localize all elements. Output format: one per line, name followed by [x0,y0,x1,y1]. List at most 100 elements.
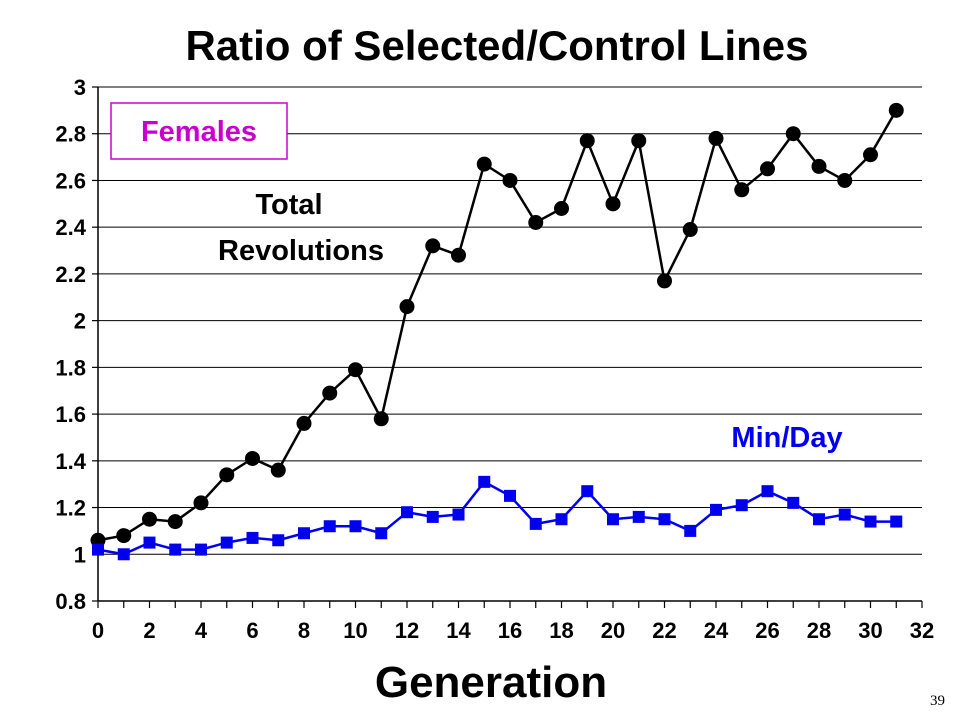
chart-title: Ratio of Selected/Control Lines [185,22,808,69]
data-point [708,130,724,146]
data-point [631,133,647,149]
x-axis-label: Generation [375,658,607,707]
x-tick-label: 6 [246,618,258,643]
data-point [270,462,286,478]
x-tick-label: 10 [343,618,367,643]
data-point [811,158,827,174]
x-tick-label: 22 [652,618,676,643]
y-tick-label: 2.4 [55,215,86,240]
legend-box-border [110,102,288,160]
data-point [476,156,492,172]
data-point [401,506,413,519]
data-point [478,475,491,488]
y-tick-label: 2.8 [55,122,86,147]
data-point [452,508,465,521]
data-point [323,520,336,533]
data-point [219,467,235,483]
data-point [890,515,903,528]
data-point [348,362,363,378]
data-point [529,517,542,530]
series [90,102,904,561]
x-tick-label: 32 [910,618,934,643]
data-point [528,215,544,231]
data-point [579,133,595,149]
data-point [451,247,466,263]
x-tick-label: 16 [498,618,522,643]
y-tick-label: 2.6 [55,168,86,193]
y-tick-label: 3 [74,75,86,100]
data-point [837,172,853,188]
data-point [864,515,877,528]
data-point [657,273,672,289]
data-point [554,200,569,216]
data-point [607,513,619,526]
y-tick-labels: 0.8 1 1.2 1.4 1.6 1.8 2 2.2 2.4 2.6 2.8 3 [55,75,86,614]
series-line-min-day [97,480,897,556]
y-tick-label: 2 [74,309,86,334]
data-point [682,222,698,238]
data-point [349,520,362,533]
legend-box-label: Females [141,116,257,148]
series-min-day [92,475,903,561]
y-tick-label: 0.8 [55,589,86,614]
data-point [760,161,775,177]
data-point [735,499,748,512]
data-point [863,147,878,163]
series-line-total-revolutions [97,109,898,542]
data-point [605,196,621,212]
x-tick-label: 26 [755,618,779,643]
y-tick-label: 1.8 [55,355,86,380]
data-point [298,527,310,540]
x-tick-label: 8 [298,618,310,643]
x-tick-label: 28 [807,618,831,643]
data-point [142,511,157,527]
x-tick-label: 24 [704,618,729,643]
data-point [710,503,722,516]
x-tick-label: 20 [601,618,625,643]
data-point [373,411,389,427]
y-tick-label: 1.2 [55,496,86,521]
data-point [838,508,851,521]
data-point [632,510,645,523]
series-label-min-day: Min/Day [731,422,842,454]
data-point [322,385,338,401]
data-point [245,450,260,466]
data-point [92,543,104,556]
data-point [375,527,388,540]
data-point [193,495,209,511]
data-point [787,496,800,509]
data-point [116,528,132,544]
data-point [143,536,156,549]
x-tick-label: 12 [395,618,419,643]
data-point [813,513,825,526]
x-tick-label: 30 [858,618,882,643]
data-point [658,513,671,526]
series-label-total-revolutions: Total Revolutions [218,189,384,267]
data-point [581,485,594,498]
x-tick-label: 14 [446,618,471,643]
data-point [169,543,182,556]
data-point [684,524,697,537]
data-point [246,531,259,544]
x-tick-label: 2 [143,618,155,643]
y-tick-label: 1 [74,542,86,567]
legend-box: Females [110,102,288,160]
data-point [167,514,183,530]
series-label-total-revolutions-line1: Total [255,189,322,221]
data-point [399,299,415,315]
data-point [426,510,439,523]
x-tick-label: 18 [549,618,573,643]
data-point [296,415,312,431]
x-tick-label: 0 [92,618,104,643]
data-point [761,485,774,498]
data-point [272,534,285,547]
data-point [504,489,516,502]
data-point [785,126,801,142]
data-point [502,172,518,188]
series-label-total-revolutions-line2: Revolutions [218,235,384,267]
data-point [117,548,130,561]
x-tick-labels: 0 2 4 6 8 10 12 14 16 18 20 22 24 26 28 30 32 [92,618,934,643]
data-point [888,102,904,118]
x-tick-label: 4 [195,618,208,643]
